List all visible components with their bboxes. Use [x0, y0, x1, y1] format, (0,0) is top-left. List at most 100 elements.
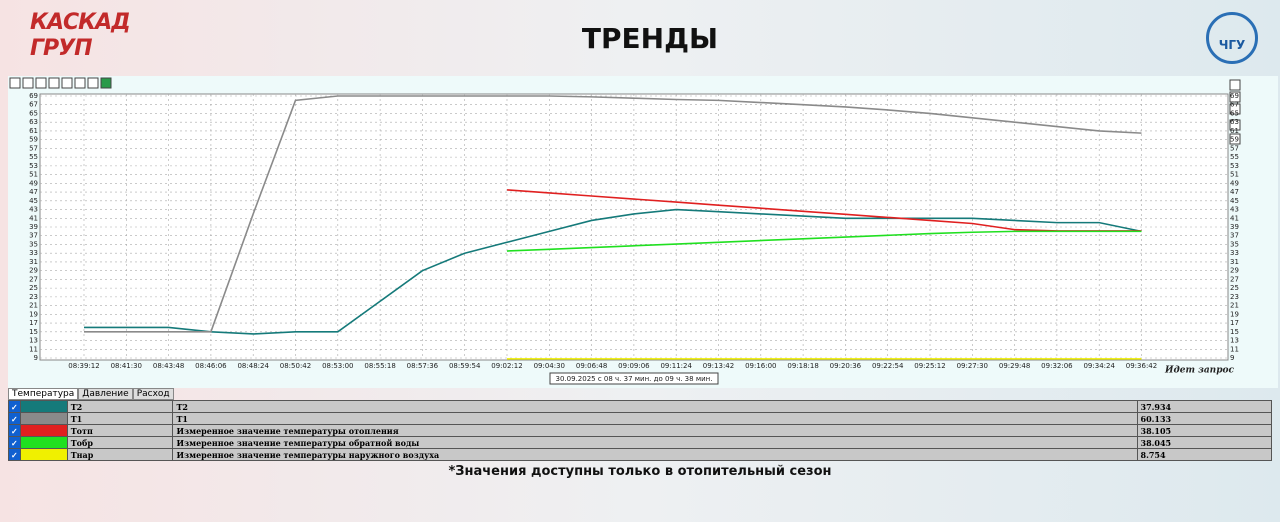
- footnote: *Значения доступны только в отопительный…: [448, 464, 832, 479]
- y-tick-label: 11: [29, 345, 38, 353]
- x-tick-label: 09:32:06: [1041, 362, 1073, 370]
- y-tick-label: 43: [29, 206, 38, 214]
- x-tick-label: 08:57:36: [407, 362, 439, 370]
- y-tick-label: 37: [29, 232, 38, 240]
- y-tick-label-right: 25: [1230, 284, 1239, 292]
- x-tick-label: 08:39:12: [68, 362, 99, 370]
- x-tick-label: 08:59:54: [449, 362, 481, 370]
- checkbox[interactable]: ✓: [8, 424, 21, 437]
- y-tick-label-right: 57: [1230, 144, 1239, 152]
- y-tick-label: 15: [29, 328, 38, 336]
- checkbox[interactable]: ✓: [8, 400, 21, 413]
- x-tick-label: 09:16:00: [745, 362, 776, 370]
- series-line: [506, 189, 1142, 232]
- legend-row: ✓ Тнар Измеренное значение температуры нар…: [8, 448, 1272, 461]
- series-line: [506, 230, 1142, 252]
- x-tick-label: 09:36:42: [1126, 362, 1157, 370]
- toolbar[interactable]: [9, 77, 1241, 145]
- series-name: Тобр: [66, 436, 174, 449]
- y-tick-label: 27: [29, 275, 38, 283]
- y-tick-label-right: 65: [1230, 109, 1239, 117]
- y-tick-label: 65: [29, 109, 38, 117]
- y-tick-label: 19: [29, 310, 38, 318]
- y-tick-label: 33: [29, 249, 38, 257]
- checkbox[interactable]: ✓: [8, 412, 21, 425]
- x-tick-label: 08:53:00: [322, 362, 353, 370]
- y-tick-label: 25: [29, 284, 38, 292]
- scroll-button[interactable]: [1229, 133, 1241, 145]
- series-description: Измеренное значение температуры отоплени…: [172, 424, 1138, 437]
- current-value: 60.133: [1136, 412, 1272, 425]
- tool-button[interactable]: [74, 77, 86, 89]
- series-name: Тнар: [66, 448, 174, 461]
- y-tick-label-right: 39: [1230, 223, 1239, 231]
- x-tick-label: 09:04:30: [534, 362, 565, 370]
- zoom-button[interactable]: [1229, 103, 1241, 115]
- tool-button[interactable]: [9, 77, 21, 89]
- tool-button[interactable]: [87, 77, 99, 89]
- color-swatch: [19, 424, 68, 437]
- tab[interactable]: Температура: [8, 388, 79, 400]
- series-line: [84, 95, 1142, 333]
- x-tick-label: 09:06:48: [576, 362, 607, 370]
- x-tick-label: 09:22:54: [872, 362, 904, 370]
- y-tick-label-right: 55: [1230, 153, 1239, 161]
- y-tick-label: 41: [29, 214, 38, 222]
- y-tick-label-right: 59: [1230, 136, 1239, 144]
- tool-button[interactable]: [48, 77, 60, 89]
- tool-button[interactable]: [100, 77, 112, 89]
- series-description: Измеренное значение температуры обратной…: [172, 436, 1138, 449]
- y-tick-label-right: 61: [1230, 127, 1239, 135]
- zoom-button[interactable]: [1229, 91, 1241, 103]
- y-tick-label-right: 13: [1230, 337, 1239, 345]
- y-tick-label-right: 69: [1230, 92, 1239, 100]
- y-tick-label: 31: [29, 258, 38, 266]
- y-tick-label: 55: [29, 153, 38, 161]
- x-tick-label: 08:48:24: [237, 362, 269, 370]
- y-tick-label-right: 51: [1230, 171, 1239, 179]
- checkbox[interactable]: ✓: [8, 448, 21, 461]
- current-value: 38.045: [1136, 436, 1272, 449]
- tool-button[interactable]: [61, 77, 73, 89]
- logo: КАСКАД ГРУП: [30, 10, 131, 61]
- x-tick-label: 09:20:36: [830, 362, 862, 370]
- y-tick-label: 49: [29, 179, 38, 187]
- current-value: 37.934: [1136, 400, 1272, 413]
- series-name: T2: [66, 400, 174, 413]
- tool-button[interactable]: [22, 77, 34, 89]
- y-tick-label-right: 27: [1230, 275, 1239, 283]
- tab[interactable]: Давление: [78, 388, 133, 400]
- x-tick-label: 08:46:06: [195, 362, 227, 370]
- zoom-button[interactable]: [1229, 79, 1241, 91]
- y-tick-label-right: 37: [1230, 232, 1239, 240]
- header: КАСКАД ГРУП ТРЕНДЫ ЧГУ: [0, 0, 1280, 76]
- y-tick-label-right: 23: [1230, 293, 1239, 301]
- y-tick-label: 39: [29, 223, 38, 231]
- checkbox[interactable]: ✓: [8, 436, 21, 449]
- x-tick-label: 09:18:18: [787, 362, 818, 370]
- series-line: [84, 208, 1142, 335]
- y-tick-label: 61: [29, 127, 38, 135]
- y-tick-label-right: 43: [1230, 206, 1239, 214]
- legend-row: ✓ Тотп Измеренное значение температуры ото…: [8, 424, 1272, 437]
- legend-row: ✓ T2 T2 37.934: [8, 400, 1272, 413]
- legend-table: ✓ T2 T2 37.934 ✓ T1 T1 60.133 ✓ Тотп Измеренное зн…: [8, 400, 1272, 461]
- y-tick-label-right: 11: [1230, 345, 1239, 353]
- y-tick-label: 51: [29, 171, 38, 179]
- logo-right: ЧГУ: [1206, 12, 1258, 64]
- x-tick-label: 08:50:42: [280, 362, 311, 370]
- tab[interactable]: Расход: [132, 388, 174, 400]
- tool-button[interactable]: [35, 77, 47, 89]
- y-tick-label-right: 31: [1230, 258, 1239, 266]
- current-value: 8.754: [1136, 448, 1272, 461]
- scroll-button[interactable]: [1229, 119, 1241, 131]
- x-tick-label: 09:29:48: [999, 362, 1030, 370]
- y-tick-label: 23: [29, 293, 38, 301]
- current-value: 38.105: [1136, 424, 1272, 437]
- y-tick-label-right: 35: [1230, 240, 1239, 248]
- y-tick-label-right: 47: [1230, 188, 1239, 196]
- x-tick-label: 09:09:06: [618, 362, 650, 370]
- color-swatch: [19, 400, 68, 413]
- y-tick-label-right: 15: [1230, 328, 1239, 336]
- y-tick-label-right: 9: [1230, 354, 1234, 362]
